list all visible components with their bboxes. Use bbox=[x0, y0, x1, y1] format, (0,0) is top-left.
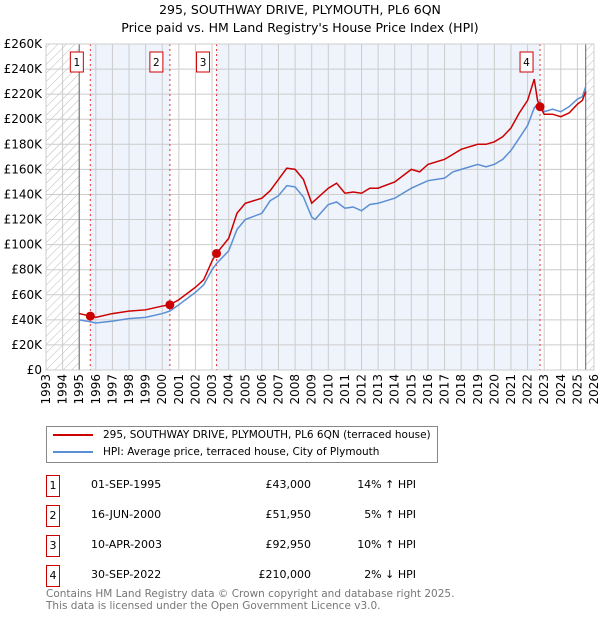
chart-subtitle: Price paid vs. HM Land Registry's House … bbox=[121, 20, 479, 35]
x-tick-label: 1998 bbox=[122, 374, 136, 405]
x-tick-label: 2026 bbox=[587, 374, 600, 405]
y-tick-label: £240K bbox=[4, 62, 44, 76]
y-tick-label: £40K bbox=[11, 313, 43, 327]
y-tick-label: £120K bbox=[4, 213, 44, 227]
sale-label-box bbox=[149, 51, 164, 73]
x-tick-label: 2009 bbox=[305, 374, 319, 405]
y-tick-label: £0 bbox=[27, 363, 42, 377]
x-tick-label: 2003 bbox=[205, 374, 219, 405]
sale-label-box bbox=[196, 51, 211, 73]
sale-badge: 1 bbox=[46, 475, 60, 497]
sale-label-box bbox=[69, 51, 84, 73]
sale-price: £210,000 bbox=[258, 568, 312, 581]
x-tick-label: 2001 bbox=[172, 374, 186, 405]
sale-date: 01-SEP-1995 bbox=[91, 478, 162, 491]
sale-badge: 2 bbox=[46, 505, 60, 527]
x-tick-label: 1993 bbox=[39, 374, 53, 405]
sale-point bbox=[212, 248, 222, 258]
y-tick-label: £100K bbox=[4, 238, 44, 252]
price-chart: £0 £20K £40K £60K £80K £100K £120K £140K £160K £1… bbox=[4, 37, 600, 405]
x-tick-label: 2021 bbox=[504, 374, 518, 405]
x-tick-label: 2002 bbox=[188, 374, 202, 405]
legend-red-line bbox=[53, 434, 93, 436]
sale-row: 1 01-SEP-1995 £43,000 14% ↑ HPI bbox=[46, 475, 446, 497]
sale-label-box bbox=[519, 51, 534, 73]
x-tick-label: 2016 bbox=[421, 374, 435, 405]
x-tick-label: 1994 bbox=[56, 374, 70, 405]
y-tick-label: £140K bbox=[4, 187, 44, 201]
x-tick-label: 2012 bbox=[355, 374, 369, 405]
x-tick-label: 2023 bbox=[537, 374, 551, 405]
x-tick-label: 2007 bbox=[271, 374, 285, 405]
x-tick-label: 1997 bbox=[105, 374, 119, 405]
x-tick-label: 1995 bbox=[72, 374, 86, 405]
sale-hpi-diff: 2% ↓ HPI bbox=[364, 568, 416, 581]
chart-title: 295, SOUTHWAY DRIVE, PLYMOUTH, PL6 6QN bbox=[159, 2, 441, 17]
licence-text: This data is licensed under the Open Gov… bbox=[46, 599, 381, 612]
sale-point bbox=[535, 102, 545, 112]
sale-hpi-diff: 5% ↑ HPI bbox=[364, 508, 416, 521]
x-tick-label: 2000 bbox=[155, 374, 169, 405]
x-tick-label: 2008 bbox=[288, 374, 302, 405]
hatched-no-data bbox=[585, 44, 594, 370]
sale-date: 10-APR-2003 bbox=[91, 538, 163, 551]
x-tick-label: 2013 bbox=[371, 374, 385, 405]
x-tick-label: 1999 bbox=[139, 374, 153, 405]
sale-price: £51,950 bbox=[265, 508, 312, 521]
legend-property: 295, SOUTHWAY DRIVE, PLYMOUTH, PL6 6QN (… bbox=[103, 429, 431, 441]
y-tick-label: £220K bbox=[4, 87, 44, 101]
sale-row: 3 10-APR-2003 £92,950 10% ↑ HPI bbox=[46, 535, 446, 557]
y-tick-label: £200K bbox=[4, 112, 44, 126]
x-tick-label: 2017 bbox=[438, 374, 452, 405]
x-tick-label: 2018 bbox=[454, 374, 468, 405]
sale-hpi-diff: 14% ↑ HPI bbox=[357, 478, 416, 491]
shaded-period bbox=[90, 44, 170, 370]
sale-label: 3 bbox=[200, 57, 207, 69]
x-tick-label: 2005 bbox=[238, 374, 252, 405]
sale-badge: 3 bbox=[46, 535, 60, 557]
sale-point bbox=[85, 311, 95, 321]
sale-date: 30-SEP-2022 bbox=[91, 568, 162, 581]
sale-date: 16-JUN-2000 bbox=[91, 508, 162, 521]
y-tick-label: £260K bbox=[4, 37, 44, 51]
y-tick-label: £180K bbox=[4, 137, 44, 151]
y-tick-label: £60K bbox=[11, 288, 43, 302]
y-tick-label: £160K bbox=[4, 162, 44, 176]
x-tick-label: 2019 bbox=[471, 374, 485, 405]
sale-row: 2 16-JUN-2000 £51,950 5% ↑ HPI bbox=[46, 505, 446, 527]
sale-point bbox=[165, 300, 175, 310]
copyright-text: Contains HM Land Registry data © Crown c… bbox=[46, 588, 455, 600]
sale-label: 2 bbox=[153, 57, 160, 69]
x-tick-label: 2011 bbox=[338, 374, 352, 405]
legend-blue-line bbox=[53, 451, 93, 453]
x-tick-label: 2025 bbox=[570, 374, 584, 405]
legend-hpi: HPI: Average price, terraced house, City… bbox=[103, 446, 380, 458]
x-tick-label: 2006 bbox=[255, 374, 269, 405]
sale-badge: 4 bbox=[46, 565, 60, 587]
sale-row: 4 30-SEP-2022 £210,000 2% ↓ HPI bbox=[46, 565, 446, 587]
x-tick-label: 2014 bbox=[388, 374, 402, 405]
plot-border bbox=[45, 43, 595, 371]
sale-label: 4 bbox=[523, 57, 530, 69]
sale-label: 1 bbox=[73, 57, 80, 69]
x-tick-label: 2015 bbox=[404, 374, 418, 405]
footer: Contains HM Land Registry data © Crown c… bbox=[46, 588, 455, 612]
x-tick-label: 2020 bbox=[487, 374, 501, 405]
y-tick-label: £80K bbox=[11, 263, 43, 277]
x-tick-label: 1996 bbox=[89, 374, 103, 405]
y-tick-label: £20K bbox=[11, 338, 43, 352]
sale-price: £92,950 bbox=[265, 538, 312, 551]
hpi-line bbox=[79, 86, 587, 324]
x-tick-label: 2024 bbox=[554, 374, 568, 405]
legend: 295, SOUTHWAY DRIVE, PLYMOUTH, PL6 6QN (… bbox=[46, 426, 438, 463]
x-tick-label: 2004 bbox=[222, 374, 236, 405]
sale-price: £43,000 bbox=[265, 478, 312, 491]
x-tick-label: 2022 bbox=[521, 374, 535, 405]
price-paid-line bbox=[79, 78, 587, 319]
sale-hpi-diff: 10% ↑ HPI bbox=[357, 538, 416, 551]
x-tick-label: 2010 bbox=[321, 374, 335, 405]
